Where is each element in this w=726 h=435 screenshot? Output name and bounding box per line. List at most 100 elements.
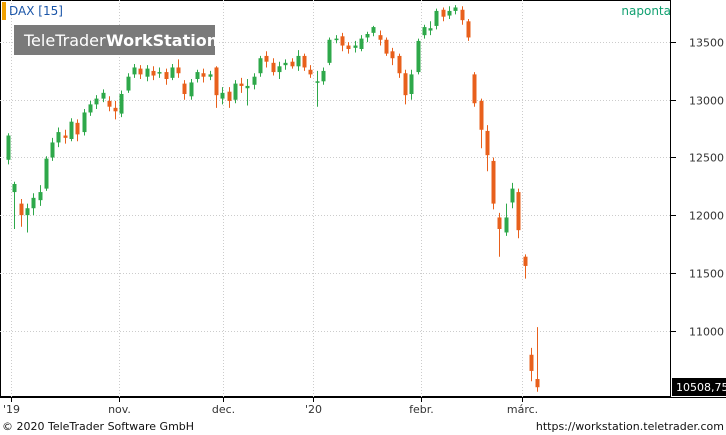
candle-body [428, 28, 433, 31]
candle [164, 68, 169, 85]
candle [63, 129, 68, 144]
candle-body [63, 135, 68, 138]
candle [397, 53, 402, 78]
candle-body [466, 21, 471, 38]
candle [88, 100, 93, 116]
candle-body [182, 83, 187, 94]
candle [290, 58, 295, 69]
candle-body [38, 192, 43, 201]
candle [151, 66, 156, 81]
candle-body [113, 107, 118, 112]
candle [529, 347, 534, 382]
candle-body [283, 62, 288, 66]
candle-body [409, 74, 414, 94]
candle [409, 69, 414, 100]
candle [138, 65, 143, 79]
candle-body [422, 27, 427, 36]
y-axis-ticks: 13500 13000 12500 12000 11500 11000 [670, 37, 724, 339]
last-value: 10508,75 [676, 381, 726, 394]
candle-body [88, 104, 93, 113]
candle [132, 64, 137, 78]
candle [227, 87, 232, 108]
candle [472, 72, 477, 107]
candle-body [176, 67, 181, 74]
candle [359, 35, 364, 52]
candle-body [302, 55, 307, 68]
source-url: https://workstation.teletrader.com [536, 420, 724, 433]
candle [201, 68, 206, 83]
y-tick-label: 11500 [689, 268, 724, 281]
candle [277, 61, 282, 79]
candle-body [516, 192, 521, 231]
candle-body [321, 70, 326, 82]
candle [245, 79, 250, 106]
candle-body [75, 122, 80, 135]
candle-body [308, 69, 313, 75]
candle-body [82, 112, 87, 133]
candle [327, 37, 332, 66]
candle-body [214, 67, 219, 96]
candle [346, 42, 351, 54]
candle [384, 37, 389, 56]
candle-body [353, 45, 358, 48]
candle [239, 77, 244, 93]
candle-body [453, 7, 458, 11]
candle [523, 254, 528, 279]
candle-body [189, 82, 194, 97]
candle-body [340, 36, 345, 46]
candle [195, 69, 200, 83]
candle [308, 65, 313, 78]
candle [453, 5, 458, 15]
candle [126, 73, 131, 93]
candle-body [227, 91, 232, 101]
candle-body [94, 98, 99, 105]
candle [353, 40, 358, 53]
candle-body [365, 34, 370, 38]
candle [460, 6, 465, 25]
candle [321, 67, 326, 85]
x-tick-label: nov. [108, 403, 131, 416]
candle-body [346, 45, 351, 49]
candle-body [434, 10, 439, 26]
candle [258, 55, 263, 77]
candle [504, 203, 509, 236]
candle [491, 157, 496, 210]
candle-body [264, 55, 269, 62]
instrument-label: DAX [15] [9, 4, 63, 18]
candle [252, 73, 257, 90]
candle-body [31, 197, 36, 209]
candle [189, 79, 194, 100]
candle-body [195, 72, 200, 79]
candle-body [258, 58, 263, 74]
candle-body [151, 70, 156, 76]
candle [38, 185, 43, 206]
grid [0, 0, 670, 397]
candle-body [220, 92, 225, 99]
x-tick-label: '19 [3, 403, 20, 416]
candle [441, 7, 446, 22]
candle-body [119, 94, 124, 114]
candle-body [378, 35, 383, 40]
candle-body [170, 67, 175, 78]
y-tick-label: 13500 [689, 37, 724, 50]
candle-body [50, 142, 55, 158]
candle-body [510, 188, 515, 203]
candle [50, 137, 55, 161]
candle-body [252, 76, 257, 85]
candle-body [327, 39, 332, 63]
plot-frame [0, 0, 671, 397]
candle-body [145, 68, 150, 77]
candle [170, 64, 175, 81]
candle-body [69, 121, 74, 139]
candle [119, 90, 124, 118]
candle [390, 47, 395, 66]
candle [233, 80, 238, 104]
candle-body [359, 38, 364, 49]
candle-body [535, 379, 540, 388]
candle [485, 125, 490, 172]
logo-text-regular: TeleTrader [23, 31, 106, 50]
candle-body [12, 184, 17, 193]
candle-body [315, 81, 320, 83]
candle [157, 67, 162, 78]
